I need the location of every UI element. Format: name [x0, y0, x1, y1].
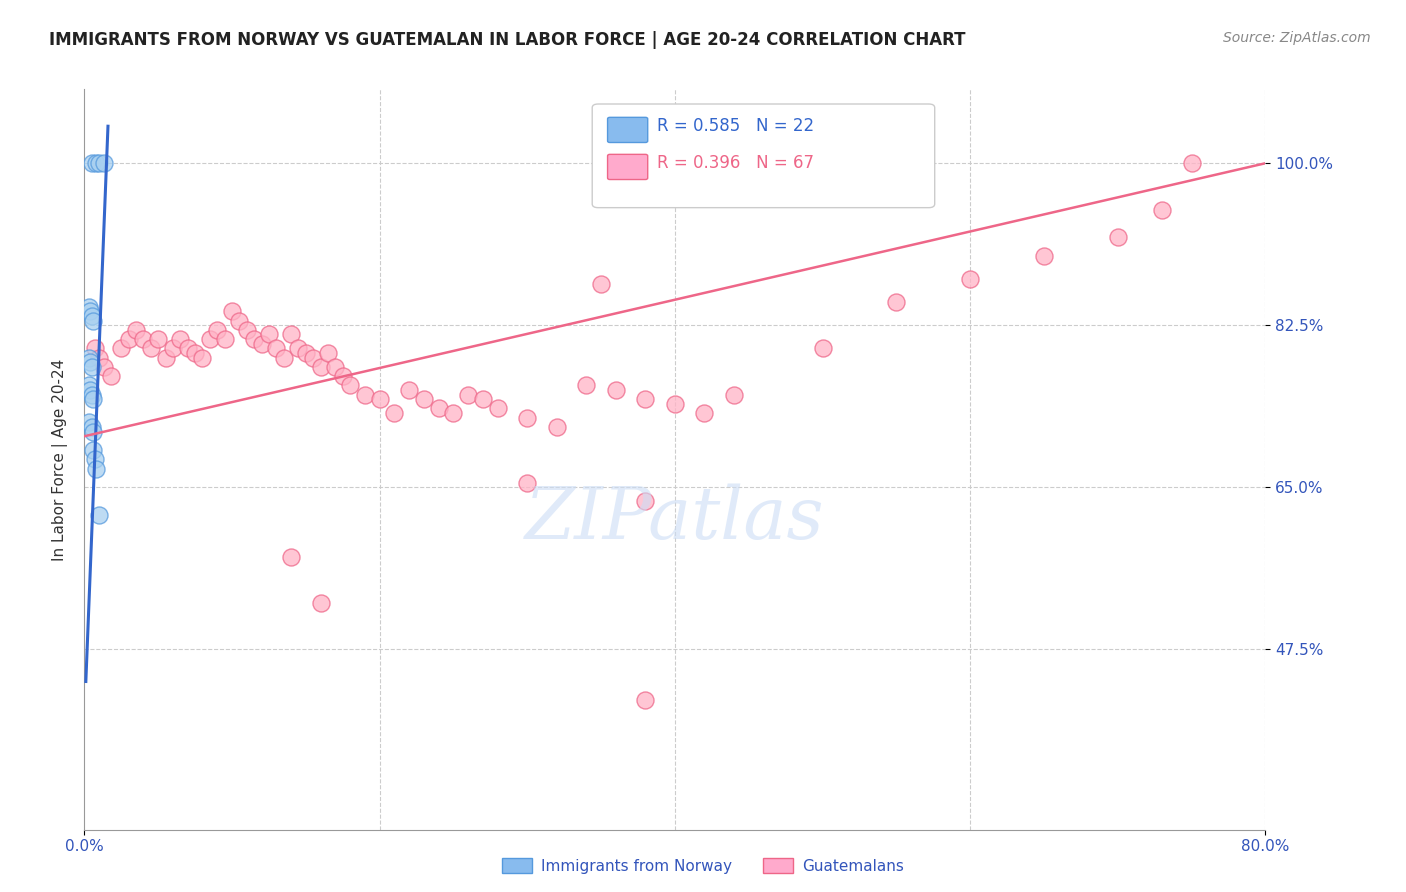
- Point: [1181, 156, 1204, 170]
- Point: [354, 387, 377, 401]
- Point: [80, 387, 103, 401]
- Text: IMMIGRANTS FROM NORWAY VS GUATEMALAN IN LABOR FORCE | AGE 20-24 CORRELATION CHAR: IMMIGRANTS FROM NORWAY VS GUATEMALAN IN …: [49, 31, 966, 49]
- Point: [472, 392, 495, 407]
- FancyBboxPatch shape: [592, 104, 935, 208]
- Point: [80, 359, 103, 374]
- Point: [591, 277, 613, 291]
- Point: [162, 342, 184, 356]
- Y-axis label: In Labor Force | Age 20-24: In Labor Force | Age 20-24: [52, 359, 67, 560]
- Point: [634, 392, 657, 407]
- Point: [723, 387, 745, 401]
- Point: [77, 416, 100, 430]
- Point: [280, 549, 302, 564]
- Point: [84, 156, 107, 170]
- Point: [368, 392, 391, 407]
- Point: [139, 342, 162, 356]
- Point: [266, 342, 288, 356]
- Point: [87, 156, 111, 170]
- Point: [257, 327, 280, 342]
- Point: [177, 342, 200, 356]
- Point: [80, 420, 103, 434]
- Point: [295, 346, 318, 360]
- Point: [118, 332, 141, 346]
- Point: [280, 327, 302, 342]
- Point: [959, 272, 981, 286]
- Point: [339, 378, 361, 392]
- Point: [82, 392, 104, 407]
- Point: [82, 443, 104, 458]
- Point: [316, 346, 339, 360]
- Point: [1033, 249, 1056, 263]
- Point: [634, 693, 657, 707]
- Point: [1150, 202, 1173, 217]
- Point: [191, 351, 214, 365]
- Point: [83, 342, 105, 356]
- Point: [250, 336, 273, 351]
- Point: [87, 508, 111, 522]
- Point: [575, 378, 598, 392]
- Point: [221, 304, 243, 318]
- Point: [93, 359, 115, 374]
- Point: [443, 406, 465, 420]
- Point: [125, 323, 148, 337]
- Point: [110, 342, 132, 356]
- Point: [207, 323, 229, 337]
- Point: [634, 494, 657, 508]
- Point: [309, 359, 332, 374]
- Text: ZIPatlas: ZIPatlas: [524, 483, 825, 554]
- Point: [605, 383, 627, 397]
- Point: [325, 359, 347, 374]
- Point: [273, 351, 295, 365]
- FancyBboxPatch shape: [607, 118, 648, 143]
- Point: [82, 425, 104, 439]
- Point: [80, 309, 103, 323]
- Point: [1107, 230, 1129, 244]
- Point: [886, 295, 908, 310]
- Point: [79, 304, 101, 318]
- Point: [332, 369, 354, 384]
- Point: [427, 401, 450, 416]
- Point: [77, 300, 100, 314]
- Text: Source: ZipAtlas.com: Source: ZipAtlas.com: [1223, 31, 1371, 45]
- Point: [87, 351, 111, 365]
- Point: [382, 406, 406, 420]
- Point: [184, 346, 207, 360]
- Point: [457, 387, 479, 401]
- Text: R = 0.585   N = 22: R = 0.585 N = 22: [657, 117, 814, 136]
- Point: [811, 342, 834, 356]
- Point: [198, 332, 221, 346]
- Point: [486, 401, 509, 416]
- FancyBboxPatch shape: [607, 154, 648, 179]
- Point: [148, 332, 170, 346]
- Point: [82, 313, 104, 327]
- Point: [214, 332, 236, 346]
- Point: [302, 351, 325, 365]
- Point: [287, 342, 309, 356]
- Point: [228, 313, 250, 327]
- Point: [84, 461, 107, 475]
- Point: [79, 355, 101, 369]
- Point: [546, 420, 568, 434]
- Point: [77, 351, 100, 365]
- Point: [516, 410, 538, 425]
- Text: R = 0.396   N = 67: R = 0.396 N = 67: [657, 154, 814, 172]
- Point: [80, 156, 103, 170]
- Point: [243, 332, 266, 346]
- Point: [155, 351, 177, 365]
- Point: [93, 156, 115, 170]
- Point: [83, 452, 105, 467]
- Legend: Immigrants from Norway, Guatemalans: Immigrants from Norway, Guatemalans: [495, 852, 911, 880]
- Point: [398, 383, 420, 397]
- Point: [309, 596, 332, 610]
- Point: [169, 332, 191, 346]
- Point: [132, 332, 155, 346]
- Point: [516, 475, 538, 490]
- Point: [100, 369, 122, 384]
- Point: [79, 383, 101, 397]
- Point: [236, 323, 259, 337]
- Point: [664, 397, 686, 411]
- Point: [77, 378, 100, 392]
- Point: [413, 392, 436, 407]
- Point: [693, 406, 716, 420]
